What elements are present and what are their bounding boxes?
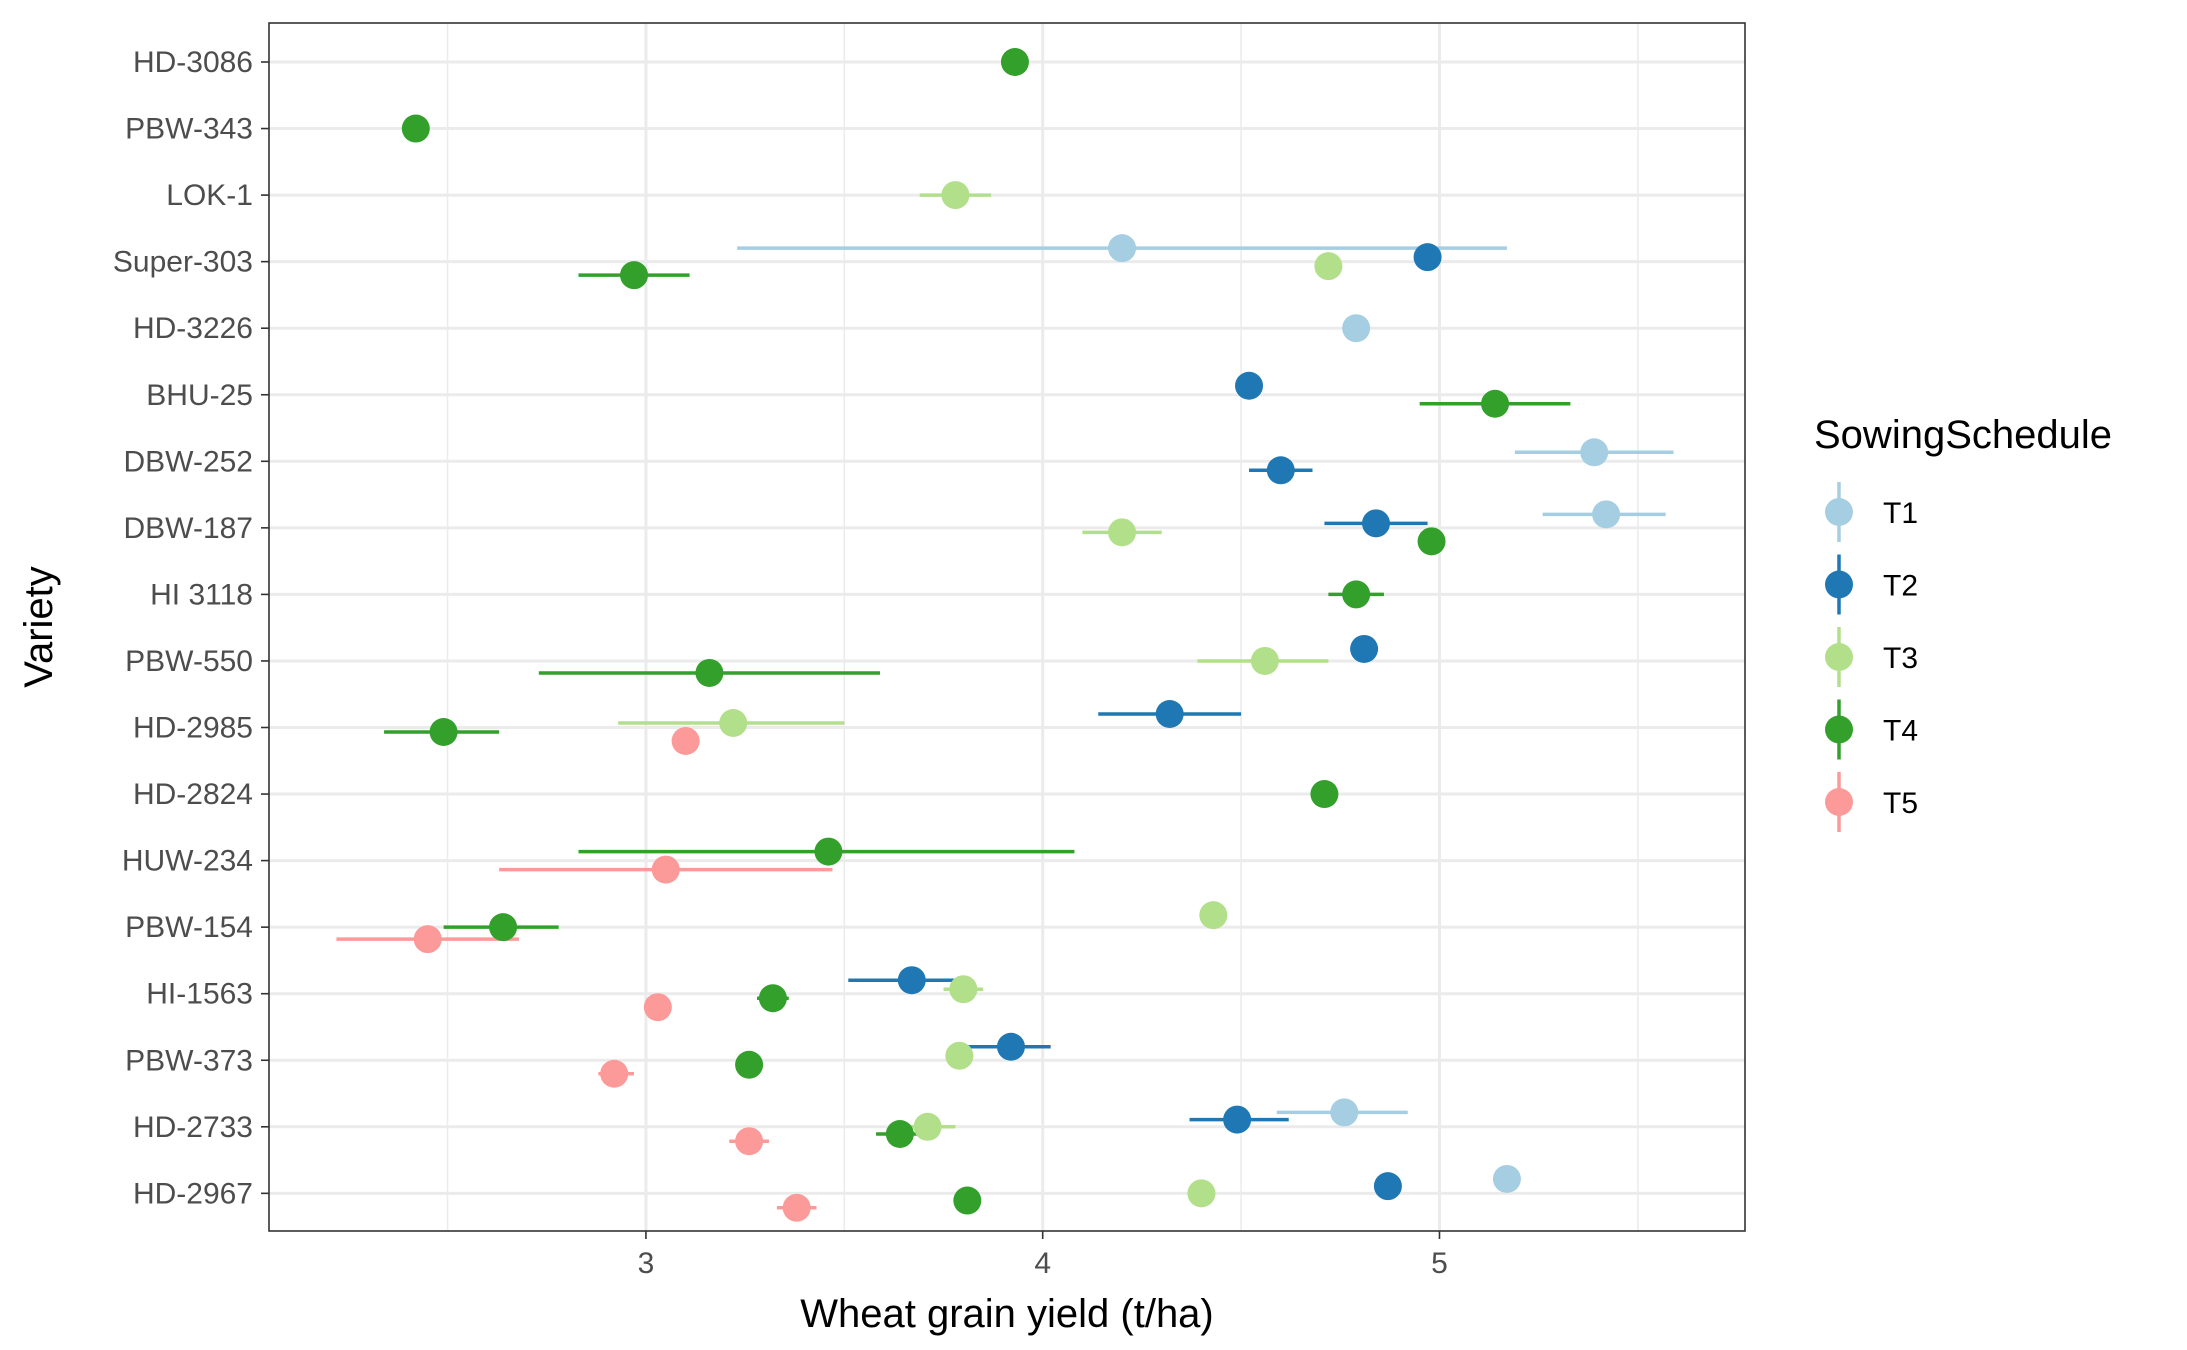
point-t2 bbox=[1350, 634, 1379, 663]
point-t5 bbox=[643, 993, 672, 1022]
x-tick-label: 4 bbox=[1034, 1247, 1051, 1280]
y-tick-label: BHU-25 bbox=[146, 379, 253, 412]
point-t4 bbox=[1342, 580, 1371, 609]
point-t5 bbox=[671, 727, 700, 755]
legend-label-t4: T4 bbox=[1883, 715, 1918, 748]
x-tick-label: 5 bbox=[1431, 1247, 1448, 1280]
y-tick-label: HD-3226 bbox=[133, 312, 253, 345]
y-axis-title: Variety bbox=[17, 566, 61, 688]
point-t5 bbox=[413, 925, 442, 954]
legend-label-t2: T2 bbox=[1883, 570, 1918, 603]
legend-key-point-t2 bbox=[1825, 570, 1853, 599]
point-t4 bbox=[1310, 780, 1339, 809]
point-t4 bbox=[429, 718, 458, 746]
point-t4 bbox=[885, 1120, 914, 1148]
points-layer bbox=[401, 48, 1621, 1222]
point-t4 bbox=[758, 984, 787, 1013]
point-t3 bbox=[949, 975, 978, 1004]
y-tick-label: HUW-234 bbox=[122, 845, 253, 878]
y-tick-label: HD-2733 bbox=[133, 1111, 253, 1144]
point-t2 bbox=[1266, 456, 1295, 485]
y-tick-label: Super-303 bbox=[113, 246, 253, 279]
point-t1 bbox=[1592, 500, 1621, 529]
plot-border bbox=[268, 22, 1746, 1232]
point-t1 bbox=[1108, 234, 1137, 263]
point-t2 bbox=[1413, 243, 1442, 272]
y-tick-label: PBW-154 bbox=[125, 911, 253, 944]
legend-key-point-t4 bbox=[1825, 715, 1853, 744]
point-t4 bbox=[735, 1050, 764, 1079]
y-tick-label: HI-1563 bbox=[146, 978, 253, 1011]
point-t4 bbox=[1000, 48, 1029, 76]
y-tick-label: LOK-1 bbox=[166, 179, 253, 212]
x-tick-label: 3 bbox=[638, 1247, 655, 1280]
point-t3 bbox=[1187, 1179, 1216, 1208]
point-t2 bbox=[1235, 371, 1264, 400]
point-t4 bbox=[401, 114, 430, 143]
point-t2 bbox=[996, 1032, 1025, 1061]
point-t2 bbox=[1223, 1105, 1252, 1134]
point-t5 bbox=[651, 855, 680, 884]
y-tick-label: PBW-550 bbox=[125, 645, 253, 678]
point-t3 bbox=[1314, 252, 1343, 281]
y-tick-label: HI 3118 bbox=[150, 578, 253, 611]
point-t1 bbox=[1492, 1164, 1521, 1193]
legend-label-t3: T3 bbox=[1883, 642, 1918, 675]
grid-layer bbox=[269, 23, 1745, 1231]
legend-key-point-t5 bbox=[1825, 788, 1853, 816]
y-tick-label: HD-2967 bbox=[133, 1177, 253, 1210]
point-t4 bbox=[814, 837, 843, 866]
point-t3 bbox=[941, 181, 970, 210]
y-tick-label: DBW-252 bbox=[124, 445, 254, 478]
point-t2 bbox=[1373, 1172, 1402, 1201]
point-t3 bbox=[945, 1041, 974, 1070]
point-t1 bbox=[1580, 438, 1609, 467]
x-ticks-layer: 3 4 5 bbox=[638, 1231, 1448, 1280]
point-t3 bbox=[1199, 901, 1228, 930]
point-t4 bbox=[1481, 389, 1510, 418]
point-t3 bbox=[1250, 646, 1279, 675]
point-t4 bbox=[1417, 527, 1446, 556]
y-tick-label: DBW-187 bbox=[124, 512, 254, 545]
point-t2 bbox=[1362, 509, 1390, 538]
y-tick-label: HD-2985 bbox=[133, 712, 253, 745]
legend: SowingSchedule T1 T2 T3 T4 T5 bbox=[1814, 413, 2112, 832]
point-t2 bbox=[897, 966, 926, 995]
point-t5 bbox=[782, 1193, 811, 1222]
point-t5 bbox=[735, 1127, 764, 1156]
y-tick-label: PBW-343 bbox=[125, 113, 253, 146]
legend-label-t5: T5 bbox=[1883, 787, 1918, 820]
legend-key-point-t3 bbox=[1825, 643, 1853, 671]
point-t1 bbox=[1342, 314, 1371, 343]
point-t4 bbox=[620, 261, 649, 290]
legend-title: SowingSchedule bbox=[1814, 413, 2112, 457]
y-tick-label: PBW-373 bbox=[125, 1044, 253, 1077]
legend-label-t1: T1 bbox=[1883, 497, 1918, 530]
point-t1 bbox=[1330, 1098, 1359, 1127]
point-t4 bbox=[953, 1186, 982, 1215]
point-t3 bbox=[913, 1112, 942, 1141]
point-t3 bbox=[719, 709, 748, 737]
point-t3 bbox=[1108, 518, 1137, 547]
point-t4 bbox=[695, 658, 724, 687]
point-t5 bbox=[600, 1059, 629, 1088]
y-tick-label: HD-2824 bbox=[133, 778, 253, 811]
legend-key-point-t1 bbox=[1825, 498, 1853, 526]
point-t2 bbox=[1155, 700, 1184, 728]
point-t4 bbox=[489, 913, 518, 942]
y-ticks-layer: HD-3086 PBW-343 LOK-1 Super-303 HD-3226 BHU-2… bbox=[113, 46, 269, 1210]
x-axis-title: Wheat grain yield (t/ha) bbox=[800, 1292, 1214, 1336]
plot-background bbox=[269, 23, 1745, 1231]
y-tick-label: HD-3086 bbox=[133, 46, 253, 79]
